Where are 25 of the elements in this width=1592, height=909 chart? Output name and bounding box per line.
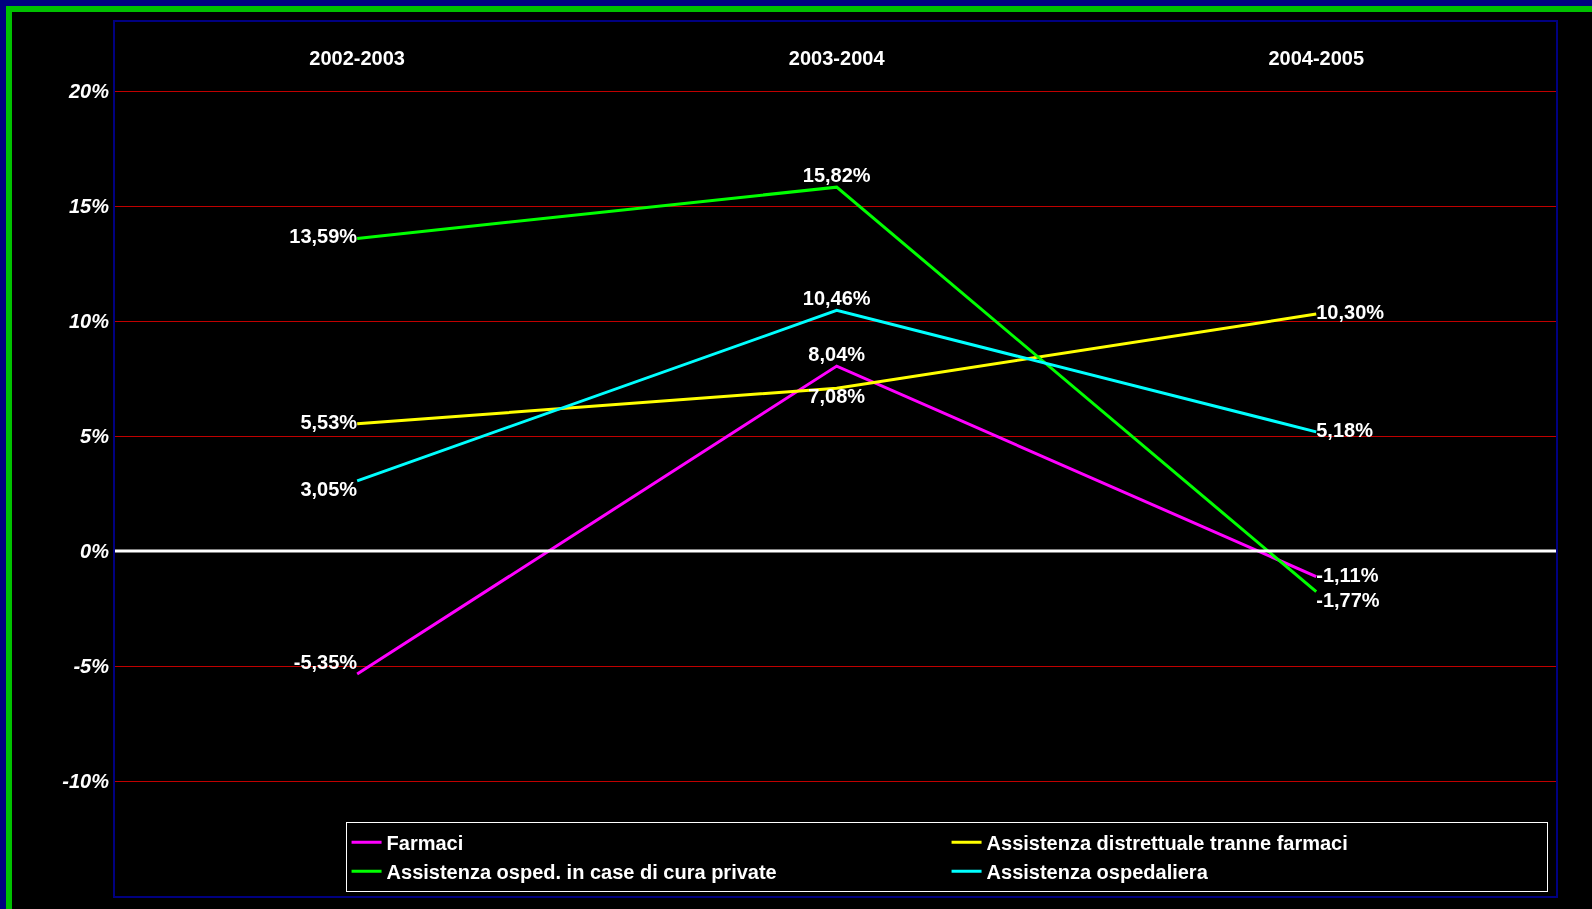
legend-label: Assistenza osped. in case di cura private [386, 860, 777, 883]
data-label: 7,08% [808, 385, 866, 408]
data-label: -1,77% [1316, 588, 1380, 611]
y-tick-label: -5% [73, 655, 110, 677]
y-tick-label: 5% [80, 425, 110, 447]
y-tick-label: -10% [62, 770, 110, 792]
legend-label: Assistenza distrettuale tranne farmaci [986, 831, 1348, 854]
data-label: 15,82% [802, 164, 871, 187]
y-tick-label: 10% [68, 310, 110, 332]
legend-label: Assistenza ospedaliera [986, 860, 1209, 883]
data-label: 3,05% [300, 477, 358, 500]
data-label: 13,59% [289, 225, 358, 248]
data-label: 10,30% [1316, 301, 1385, 324]
data-label: 5,53% [300, 410, 358, 433]
y-tick-label: 0% [80, 540, 110, 562]
x-tick-label: 2002-2003 [309, 47, 405, 69]
x-tick-label: 2003-2004 [788, 47, 886, 69]
data-label: 8,04% [808, 343, 866, 366]
x-tick-label: 2004-2005 [1268, 47, 1365, 69]
y-tick-label: 20% [67, 80, 110, 102]
legend-label: Farmaci [386, 831, 464, 854]
data-label: 5,18% [1316, 418, 1374, 441]
y-tick-label: 15% [68, 195, 110, 217]
data-label: -1,11% [1316, 563, 1379, 586]
data-label: 10,46% [802, 287, 871, 310]
